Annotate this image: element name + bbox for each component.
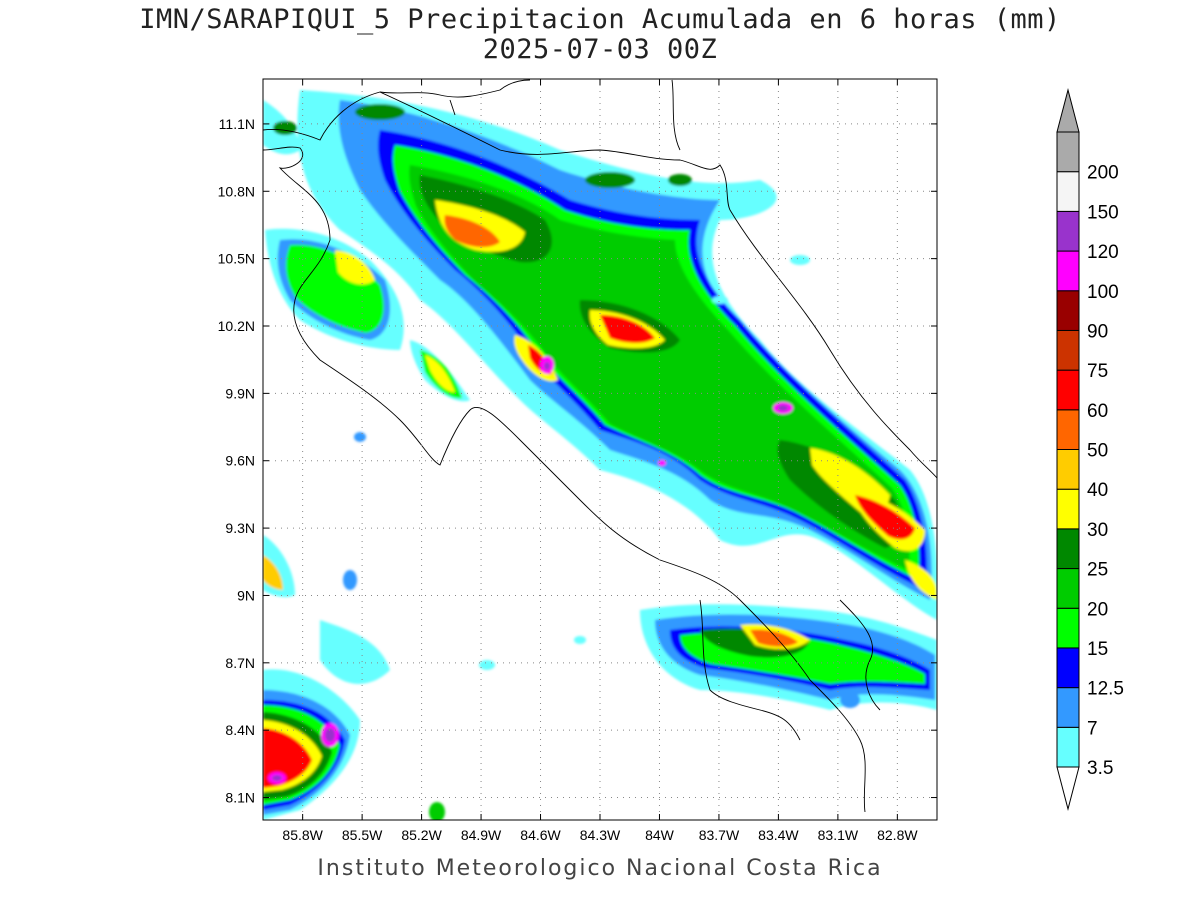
colorbar-label: 20 — [1087, 599, 1108, 620]
lon-tick-label: 82.8W — [877, 827, 918, 843]
lon-tick-label: 85.5W — [342, 827, 383, 843]
colorbar-swatch — [1056, 131, 1080, 173]
colorbar-swatch — [1056, 409, 1080, 450]
map-subtitle: 2025-07-03 00Z — [482, 34, 718, 65]
colorbar-label: 7 — [1087, 718, 1098, 739]
colorbar-swatch — [1056, 687, 1080, 728]
colorbar-label: 75 — [1087, 361, 1108, 382]
lat-tick-label: 10.5N — [218, 251, 255, 267]
colorbar-swatch — [1056, 210, 1080, 252]
colorbar-label: 100 — [1087, 282, 1119, 303]
lat-tick-label: 9.3N — [225, 520, 255, 536]
lat-tick-label: 8.4N — [225, 722, 255, 738]
colorbar-swatch — [1056, 607, 1080, 649]
colorbar-over-arrow — [1056, 88, 1080, 133]
lat-tick-label: 11.1N — [219, 116, 255, 132]
colorbar-swatch — [1056, 568, 1080, 609]
lat-tick-label: 10.8N — [218, 183, 255, 199]
colorbar-swatch — [1056, 449, 1080, 490]
lon-tick-label: 84W — [645, 827, 675, 843]
lon-tick-label: 84.9W — [461, 827, 502, 843]
colorbar-label: 150 — [1087, 202, 1119, 223]
lat-tick-label: 10.2N — [218, 318, 255, 334]
colorbar-swatch — [1056, 250, 1080, 292]
lon-tick-label: 85.2W — [401, 827, 442, 843]
grid-lines — [263, 79, 937, 820]
lat-tick-label: 9.9N — [225, 385, 255, 401]
colorbar-swatch — [1056, 329, 1080, 371]
map-title: IMN/SARAPIQUI_5 Precipitacion Acumulada … — [139, 4, 1061, 35]
colorbar-label: 90 — [1087, 321, 1108, 342]
axis-ticks: 11.1N 10.8N 10.5N 10.2N 9.9N 9.6N 9.3N 9N 8.7N 8.… — [218, 79, 937, 843]
lon-tick-label: 83.4W — [758, 827, 799, 843]
colorbar-swatch — [1056, 726, 1080, 768]
lat-tick-label: 9N — [237, 587, 255, 603]
lon-tick-label: 84.3W — [580, 827, 621, 843]
colorbar-swatch — [1056, 488, 1080, 530]
colorbar-label: 30 — [1087, 520, 1108, 541]
colorbar-label: 200 — [1087, 163, 1119, 184]
lon-tick-label: 83.7W — [699, 827, 740, 843]
lon-tick-label: 85.8W — [282, 827, 323, 843]
colorbar-label: 25 — [1087, 560, 1108, 581]
colorbar-swatch — [1056, 528, 1080, 570]
colorbar-label: 40 — [1087, 480, 1108, 501]
coastline — [263, 79, 937, 813]
lon-tick-label: 84.6W — [520, 827, 561, 843]
lat-tick-label: 8.1N — [225, 790, 255, 806]
lon-tick-label: 83.1W — [818, 827, 859, 843]
colorbar-swatch — [1056, 369, 1080, 411]
colorbar-label: 50 — [1087, 441, 1108, 462]
colorbar-label: 12.5 — [1087, 679, 1124, 700]
lat-tick-label: 9.6N — [225, 453, 255, 469]
colorbar-swatch — [1056, 290, 1080, 331]
colorbar-label: 15 — [1087, 639, 1108, 660]
lat-tick-label: 8.7N — [225, 655, 255, 671]
colorbar-under-arrow — [1056, 766, 1080, 811]
footer-credit: Instituto Meteorologico Nacional Costa R… — [317, 856, 883, 881]
colorbar-swatch — [1056, 171, 1080, 212]
colorbar: 3.5 7 12.5 15 20 25 30 40 50 60 75 90 100 120 150 200 — [1056, 88, 1124, 811]
colorbar-label: 3.5 — [1087, 758, 1113, 779]
precipitation-field — [263, 90, 937, 820]
colorbar-swatch — [1056, 647, 1080, 689]
colorbar-label: 60 — [1087, 401, 1108, 422]
colorbar-label: 120 — [1087, 242, 1119, 263]
